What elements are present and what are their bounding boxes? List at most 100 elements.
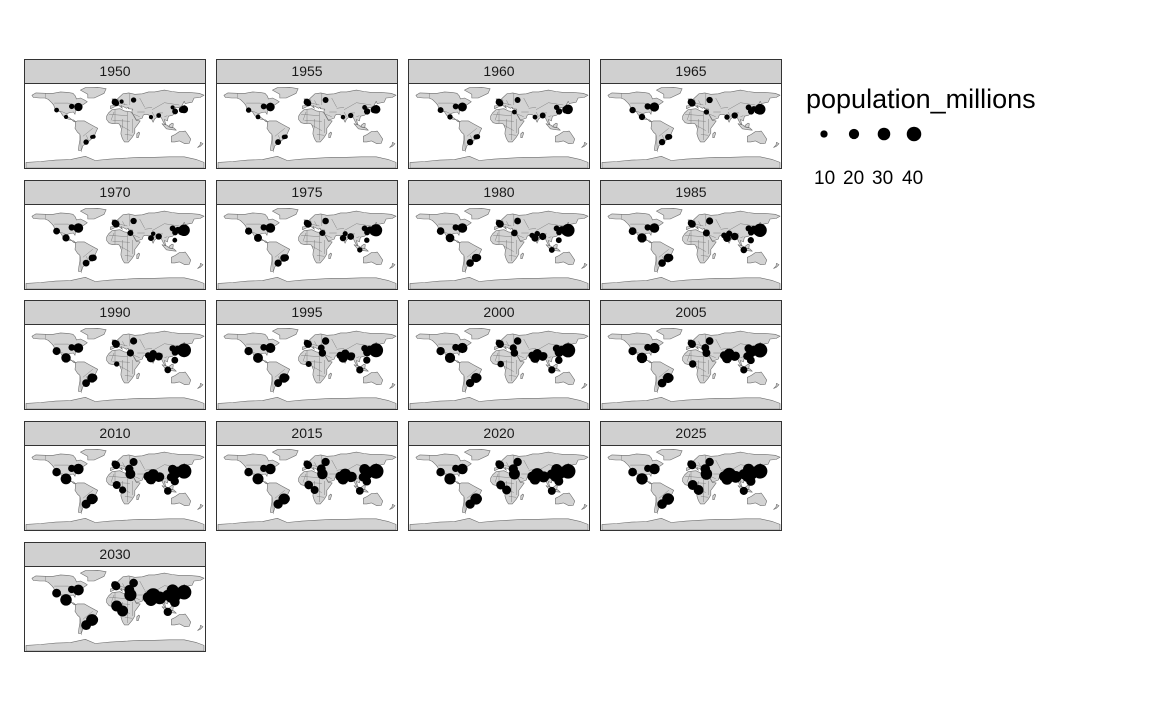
country-border xyxy=(80,135,82,153)
country-border xyxy=(301,114,320,116)
city-bubble-mumbai xyxy=(340,114,346,120)
facet-strip-label: 2010 xyxy=(25,422,205,446)
landmass-madagascar xyxy=(520,493,524,500)
country-border xyxy=(464,376,466,394)
country-border xyxy=(274,490,285,499)
city-bubble-newyork xyxy=(649,223,660,233)
city-bubble-paris xyxy=(688,461,697,470)
city-symbols xyxy=(54,97,189,145)
city-bubble-manila xyxy=(172,237,178,243)
country-border xyxy=(715,97,721,108)
landmass-greenland xyxy=(464,208,491,220)
city-bubble-delhi xyxy=(150,231,156,236)
country-border xyxy=(535,111,539,117)
world-map xyxy=(217,449,397,530)
city-bubble-paris xyxy=(113,100,120,107)
country-border xyxy=(112,361,130,363)
city-bubble-dhaka xyxy=(346,471,357,482)
city-bubble-newyork xyxy=(265,343,276,353)
city-bubble-cairo xyxy=(127,230,134,236)
country-border xyxy=(344,102,372,110)
facet-grid: 1950 1955 1960 1965 1970 1975 1980 1985 1990 1995… xyxy=(24,59,782,652)
city-bubble-seoul xyxy=(174,466,182,475)
city-symbols xyxy=(245,97,381,146)
city-bubble-moscow xyxy=(706,217,714,225)
city-bubble-mumbai xyxy=(532,114,538,120)
landmass-north-america xyxy=(31,212,88,244)
city-bubble-mexico xyxy=(63,114,69,119)
world-map xyxy=(409,449,589,530)
country-border xyxy=(109,597,128,599)
country-border xyxy=(503,124,514,131)
city-bubble-la xyxy=(244,467,253,477)
landmass-north-america xyxy=(415,91,472,123)
city-bubble-buenosaires xyxy=(466,138,474,146)
facet-panel-1975: 1975 xyxy=(216,180,398,290)
city-bubble-chicago xyxy=(69,103,75,110)
legend-symbol-40 xyxy=(906,126,922,142)
country-border xyxy=(139,97,145,108)
landmass-madagascar xyxy=(520,252,524,259)
landmass-greenland xyxy=(656,208,683,220)
country-border xyxy=(124,617,133,619)
city-bubble-seoul xyxy=(750,345,758,354)
city-bubble-buenosaires xyxy=(82,379,90,387)
world-map xyxy=(25,328,205,409)
country-border xyxy=(536,223,564,231)
city-bubble-shanghai xyxy=(172,108,179,115)
landmass-australia xyxy=(555,371,575,385)
country-border xyxy=(496,120,514,122)
city-bubble-kinshasa xyxy=(693,485,704,495)
city-bubble-karachi xyxy=(335,471,345,482)
country-border xyxy=(122,341,126,347)
landmass-greenland xyxy=(656,328,683,340)
city-bubble-jakarta xyxy=(164,487,172,495)
city-bubble-la xyxy=(52,347,61,356)
country-border xyxy=(311,245,322,252)
country-border xyxy=(152,223,180,231)
landmass-new-zealand xyxy=(389,383,396,389)
city-bubble-buenosaires xyxy=(658,138,666,146)
city-bubble-manila xyxy=(555,237,562,244)
country-border xyxy=(656,376,658,394)
city-bubble-paris xyxy=(112,461,121,470)
city-bubble-kolkata xyxy=(155,233,162,240)
country-border xyxy=(109,114,128,116)
country-border xyxy=(274,249,285,258)
landmass-greenland xyxy=(80,328,107,340)
country-border xyxy=(124,375,133,377)
country-border xyxy=(658,490,669,499)
country-border xyxy=(110,352,115,362)
city-symbols xyxy=(244,457,384,509)
city-bubble-dhaka xyxy=(156,352,163,359)
city-bubble-saopaulo xyxy=(86,493,98,505)
country-border xyxy=(80,497,82,515)
landmass-australia xyxy=(363,130,383,144)
country-border xyxy=(508,375,517,377)
city-bubble-moscow xyxy=(705,457,714,467)
country-border xyxy=(336,228,345,230)
city-bubble-saopaulo xyxy=(663,253,673,263)
city-bubble-la xyxy=(436,227,445,235)
city-bubble-lagos xyxy=(497,360,504,368)
country-border xyxy=(80,256,82,274)
landmass-greenland xyxy=(272,87,299,99)
country-border xyxy=(493,114,512,116)
country-border xyxy=(133,476,140,479)
city-bubble-la xyxy=(245,107,252,113)
city-bubble-seoul xyxy=(366,466,374,475)
city-bubble-mumbai xyxy=(148,235,154,242)
city-bubble-guangzhou xyxy=(358,472,368,482)
country-border xyxy=(316,375,325,377)
city-bubble-paris xyxy=(496,340,504,348)
facet-strip-label: 1955 xyxy=(217,60,397,84)
landmass-madagascar xyxy=(712,252,716,259)
landmass-australia xyxy=(555,492,575,506)
landmass-new-zealand xyxy=(197,383,204,389)
city-bubble-dhaka xyxy=(731,351,740,361)
landmass-new-zealand xyxy=(581,504,588,510)
country-border xyxy=(656,135,658,153)
country-border xyxy=(325,235,332,238)
city-bubble-moscow xyxy=(322,217,329,225)
country-border xyxy=(304,241,322,243)
